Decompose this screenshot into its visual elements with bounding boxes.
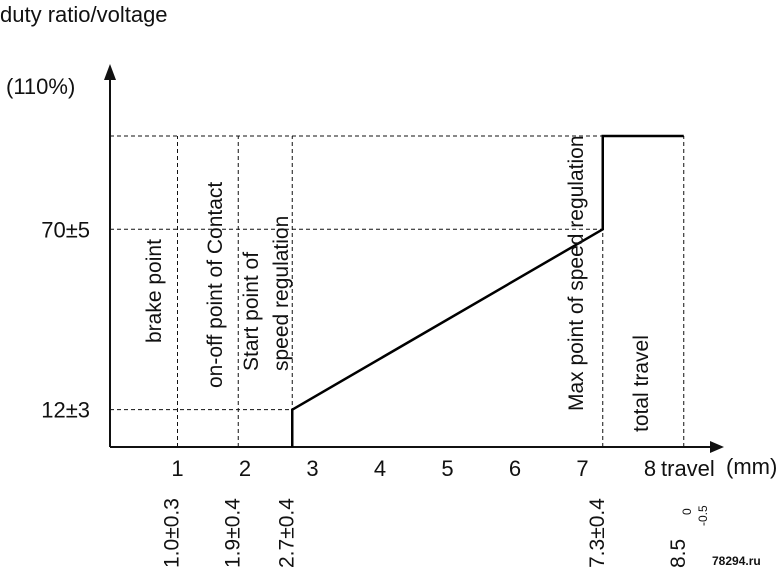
marker-value-label: 1.9±0.4: [221, 498, 244, 568]
zone-label: speed regulation: [270, 216, 293, 371]
y-tick-label: 70±5: [41, 217, 90, 242]
x-tick-label: 7: [576, 456, 588, 481]
watermark: 78294.ru: [712, 554, 761, 568]
x-tick-label: 6: [509, 456, 521, 481]
zone-label: total travel: [630, 335, 653, 432]
y-axis-arrow: [104, 64, 116, 80]
zone-label: Max point of speed regulation: [565, 135, 588, 411]
series-line: [291, 134, 684, 447]
series: [291, 134, 684, 447]
x-axis-title: travel: [661, 456, 715, 481]
marker-value-label: 2.7±0.4: [275, 498, 298, 568]
x-tick-label: 2: [239, 456, 251, 481]
zone-label: brake point: [143, 239, 166, 343]
y-top-label: (110%): [6, 74, 75, 99]
x-tick-label: 3: [306, 456, 318, 481]
x-tick-label: 5: [441, 456, 453, 481]
tolerance-upper: 0: [680, 508, 694, 515]
marker-value-label: 7.3±0.4: [586, 498, 609, 568]
x-tick-label: 4: [374, 456, 386, 481]
marker-value-label: 1.0±0.3: [161, 498, 184, 568]
y-axis-title: duty ratio/voltage: [0, 2, 168, 27]
x-tick-label: 1: [171, 456, 183, 481]
zone-label: on-off point of Contact: [204, 182, 227, 388]
axes: [104, 64, 724, 453]
y-tick-label: 12±3: [41, 398, 90, 423]
x-axis-arrow: [710, 441, 724, 453]
tolerance-lower: -0.5: [696, 505, 710, 526]
zone-label: Start point of: [240, 252, 263, 371]
x-tick-label: 8: [644, 456, 656, 481]
marker-value-label: 8.5: [667, 539, 690, 568]
x-axis-unit: (mm): [726, 454, 777, 479]
reference-lines: [110, 135, 685, 447]
